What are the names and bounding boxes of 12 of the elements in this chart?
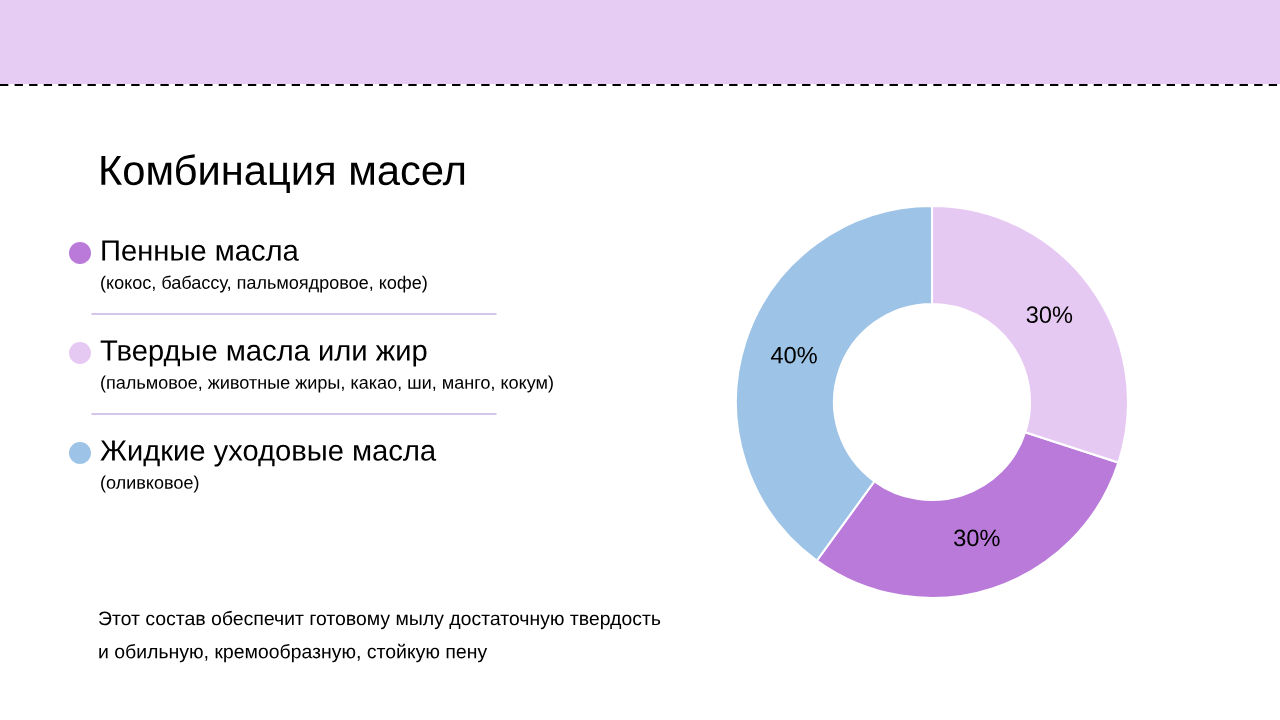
legend-label: Пенные масла [102, 240, 299, 261]
text: (оливковое) [101, 475, 199, 493]
text: (пальмовое, животные жиры, какао, ши, манго, кокум) [101, 375, 553, 393]
chart-title: Комбинация масел [101, 154, 465, 194]
data-label: 40% [770, 346, 817, 364]
text: Этот состав обеспечит готовому мылу достаточную твердость [99, 610, 661, 630]
data-label: 30% [954, 529, 1000, 547]
text: и обильную, кремообразную, стойкую пену [99, 643, 488, 663]
legend-label: Жидкие уходовые масла [100, 440, 437, 467]
legend-label: Твердые масла или жир [100, 340, 427, 367]
text: (кокос, бабассу, пальмоядровое, кофе) [101, 275, 427, 293]
data-label: 30% [1026, 306, 1073, 324]
